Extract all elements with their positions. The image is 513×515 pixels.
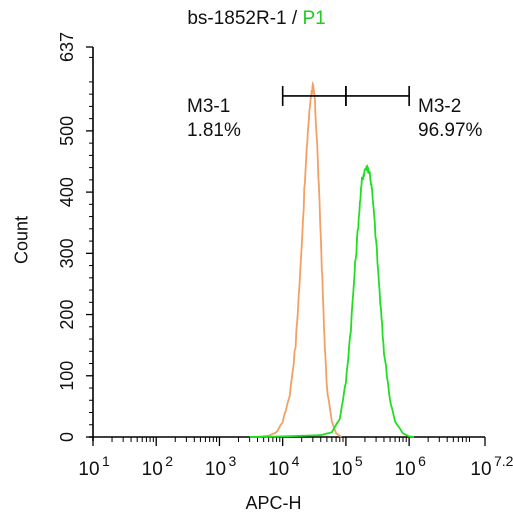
x-tick-label: 10 <box>331 459 352 480</box>
gate-percent: 96.97% <box>418 120 483 141</box>
y-tick-label: 300 <box>57 238 77 268</box>
gate-annotation-m3-2: M3-2 96.97% <box>418 95 485 143</box>
title-gate: P1 <box>302 8 326 29</box>
x-tick-label: 10 <box>78 459 99 480</box>
gate-annotation-m3-1: M3-1 1.81% <box>187 95 241 143</box>
title-separator: / <box>286 8 303 29</box>
title-sample: bs-1852R-1 <box>187 8 287 29</box>
x-tick-exponent: 5 <box>355 453 363 469</box>
y-axis-label: Count <box>11 215 32 265</box>
x-tick-exponent: 2 <box>165 453 173 469</box>
histogram-curve-control <box>257 80 342 438</box>
x-tick-exponent: 6 <box>418 453 426 469</box>
y-tick-label: 500 <box>57 116 77 146</box>
x-tick-exponent: 1 <box>102 453 110 469</box>
y-tick-label: 400 <box>57 177 77 207</box>
x-tick-exponent: 4 <box>292 453 300 469</box>
x-tick-exponent: 7.2 <box>494 453 513 469</box>
x-tick-label: 10 <box>142 459 163 480</box>
chart-title: bs-1852R-1 / P1 <box>0 8 513 30</box>
x-tick-exponent: 3 <box>228 453 236 469</box>
x-tick-label: 10 <box>205 459 226 480</box>
y-tick-label: 100 <box>57 361 77 391</box>
gate-name: M3-1 <box>187 96 231 117</box>
gate-name: M3-2 <box>418 96 462 117</box>
x-tick-label: 10 <box>395 459 416 480</box>
y-tick-label: 637 <box>57 32 77 62</box>
histogram-curve-sample <box>249 163 415 438</box>
x-axis-label: APC-H <box>245 493 302 513</box>
gate-percent: 1.81% <box>187 120 241 141</box>
y-tick-label: 0 <box>57 432 77 442</box>
x-tick-label: 10 <box>268 459 289 480</box>
y-tick-label: 200 <box>57 300 77 330</box>
x-tick-label: 10 <box>470 459 491 480</box>
